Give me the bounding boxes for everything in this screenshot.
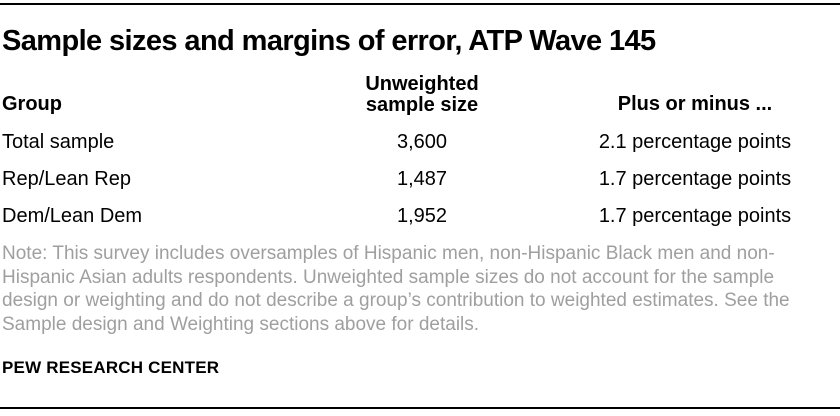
figure-title: Sample sizes and margins of error, ATP W… (2, 25, 656, 57)
column-header-plus-or-minus: Plus or minus ... (617, 93, 773, 115)
table-row-dem-lean-dem: Dem/Lean Dem 1,952 1.7 percentage points (2, 206, 838, 227)
margin-of-error-cell: 1.7 percentage points (598, 205, 792, 227)
margin-of-error-cell: 1.7 percentage points (598, 168, 792, 190)
bottom-rule (0, 407, 840, 409)
unweighted-sample-size-cell: 1,952 (396, 205, 448, 227)
margin-of-error-cell: 2.1 percentage points (598, 131, 792, 153)
sample-size-table: Group Unweighted sample size Plus or min… (2, 74, 838, 227)
group-cell: Rep/Lean Rep (2, 168, 131, 190)
group-cell: Total sample (2, 131, 115, 153)
table-row-total-sample: Total sample 3,600 2.1 percentage points (2, 132, 838, 153)
unweighted-sample-size-cell: 1,487 (396, 168, 448, 190)
group-cell: Dem/Lean Dem (2, 205, 143, 227)
unweighted-sample-size-cell: 3,600 (396, 131, 448, 153)
top-rule (0, 3, 840, 5)
footnote: Note: This survey includes oversamples o… (2, 243, 790, 335)
table-header-row: Group Unweighted sample size Plus or min… (2, 74, 838, 116)
column-header-unweighted-sample-size: Unweighted sample size (365, 73, 479, 116)
source-attribution: PEW RESEARCH CENTER (2, 358, 220, 377)
column-header-group: Group (2, 93, 62, 115)
table-row-rep-lean-rep: Rep/Lean Rep 1,487 1.7 percentage points (2, 169, 838, 190)
